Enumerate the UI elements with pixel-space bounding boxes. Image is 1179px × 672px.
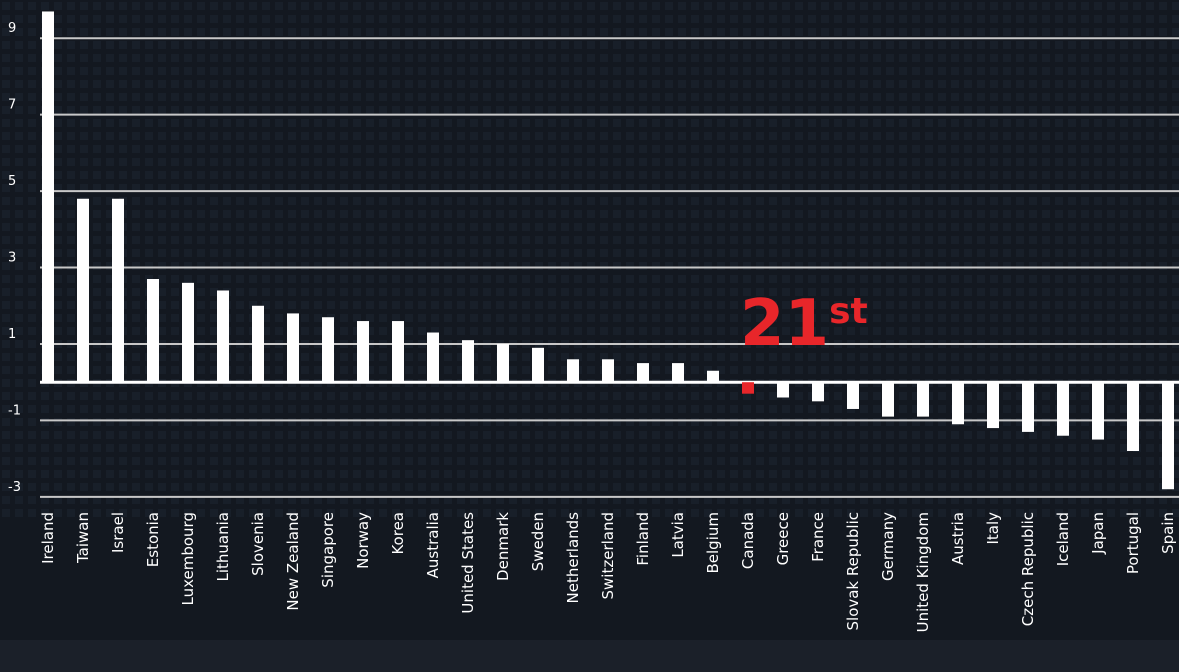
x-tick-label: Norway <box>354 512 372 569</box>
y-tick-label: 5 <box>8 174 16 189</box>
x-tick-label: Lithuania <box>214 512 232 581</box>
bar <box>112 198 124 383</box>
bar <box>742 382 754 394</box>
x-tick-label: France <box>809 512 827 562</box>
bar <box>567 359 579 383</box>
footer-strip <box>0 640 1179 672</box>
x-tick-label: Switzerland <box>599 512 617 600</box>
x-tick-label: United Kingdom <box>914 512 932 632</box>
bar <box>1092 382 1104 440</box>
x-tick-label: Ireland <box>39 512 57 564</box>
x-tick-label: Slovak Republic <box>844 512 862 631</box>
x-tick-label: Taiwan <box>74 512 92 564</box>
bar <box>847 382 859 409</box>
x-tick-label: Iceland <box>1054 512 1072 566</box>
bar <box>322 317 334 383</box>
x-tick-label: Luxembourg <box>179 512 197 606</box>
bar <box>392 321 404 383</box>
annotation: 21st <box>740 287 868 361</box>
y-tick-label: 7 <box>8 98 16 113</box>
bar <box>1057 382 1069 436</box>
bar <box>1022 382 1034 432</box>
x-tick-label: Finland <box>634 512 652 566</box>
bar <box>42 11 54 383</box>
x-tick-label: Israel <box>109 512 127 553</box>
x-tick-label: United States <box>459 512 477 614</box>
x-tick-label: Japan <box>1089 512 1107 555</box>
x-tick-label: Austria <box>949 512 967 565</box>
bar <box>1162 382 1174 490</box>
bars: Ireland Taiwan Israel Estonia Luxembourg Lith… <box>39 11 1177 632</box>
x-tick-label: Latvia <box>669 512 687 558</box>
bar <box>1127 382 1139 452</box>
x-tick-label: Sweden <box>529 512 547 571</box>
y-tick-label: -1 <box>8 403 21 418</box>
x-tick-label: Spain <box>1159 512 1177 554</box>
y-tick-label: 1 <box>8 327 16 342</box>
grid: -3 -1 1 3 5 7 9 <box>8 21 1179 498</box>
y-tick-label: 3 <box>8 251 16 266</box>
bar <box>917 382 929 417</box>
x-tick-label: Canada <box>739 512 757 569</box>
bar <box>462 340 474 383</box>
x-tick-label: Netherlands <box>564 512 582 604</box>
bar <box>427 332 439 383</box>
bar <box>252 305 264 383</box>
bar <box>882 382 894 417</box>
bar <box>532 347 544 383</box>
x-tick-label: Greece <box>774 512 792 565</box>
bar <box>637 363 649 383</box>
bar <box>707 370 719 383</box>
x-tick-label: Korea <box>389 512 407 555</box>
x-tick-label: Czech Republic <box>1019 512 1037 626</box>
x-tick-label: Slovenia <box>249 512 267 576</box>
bar <box>777 382 789 398</box>
annotation-number: 21 <box>740 287 829 361</box>
bar <box>812 382 824 402</box>
x-tick-label: Australia <box>424 512 442 578</box>
bar <box>77 198 89 383</box>
x-tick-label: Portugal <box>1124 512 1142 574</box>
x-tick-label: Denmark <box>494 512 512 581</box>
bar <box>287 313 299 383</box>
x-tick-label: Germany <box>879 512 897 581</box>
bar <box>602 359 614 383</box>
bar <box>147 279 159 383</box>
x-tick-label: Estonia <box>144 512 162 567</box>
annotation-superscript: st <box>829 291 868 332</box>
bar <box>987 382 999 429</box>
bar <box>217 290 229 383</box>
x-tick-label: New Zealand <box>284 512 302 611</box>
bar <box>182 282 194 383</box>
bar <box>357 321 369 383</box>
y-tick-label: 9 <box>8 21 16 36</box>
x-tick-label: Singapore <box>319 512 337 588</box>
x-tick-label: Italy <box>984 512 1002 545</box>
y-tick-label: -3 <box>8 480 21 495</box>
x-tick-label: Belgium <box>704 512 722 574</box>
bar <box>497 343 509 383</box>
bar <box>672 363 684 383</box>
map-texture <box>0 0 1179 520</box>
bar <box>952 382 964 425</box>
